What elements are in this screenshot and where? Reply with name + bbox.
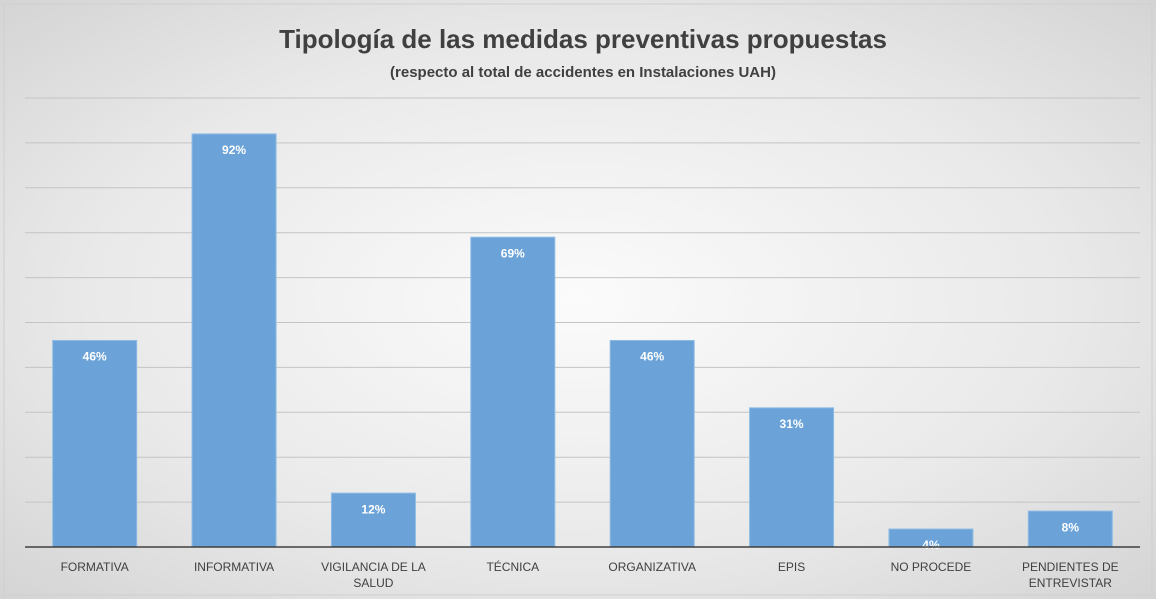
x-tick-label: VIGILANCIA DE LA SALUD xyxy=(321,560,426,590)
value-label: 46% xyxy=(640,350,664,364)
value-label: 8% xyxy=(1062,520,1080,534)
bar xyxy=(1027,510,1113,548)
value-label: 46% xyxy=(83,350,107,364)
bar xyxy=(52,339,138,548)
value-label: 92% xyxy=(222,143,246,157)
x-tick-label: NO PROCEDE xyxy=(890,560,972,574)
value-label: 4% xyxy=(922,538,940,552)
value-label: 31% xyxy=(780,417,804,431)
x-tick-label: ORGANIZATIVA xyxy=(608,560,696,574)
chart-title: Tipología de las medidas preventivas pro… xyxy=(279,24,887,54)
x-tick-label: INFORMATIVA xyxy=(193,560,275,574)
value-label: 69% xyxy=(501,246,525,260)
bar xyxy=(470,236,556,548)
bar xyxy=(330,492,416,548)
value-label: 12% xyxy=(361,502,385,516)
chart-subtitle: (respecto al total de accidentes en Inst… xyxy=(390,64,776,81)
bar xyxy=(609,339,695,548)
x-tick-label: EPIS xyxy=(777,560,806,574)
bar xyxy=(749,407,835,548)
frame-border xyxy=(3,3,1153,596)
bar xyxy=(191,133,277,548)
x-tick-label: PENDIENTES DE ENTREVISTAR xyxy=(1021,560,1119,590)
x-tick-label: FORMATIVA xyxy=(60,560,129,574)
x-tick-label: TÉCNICA xyxy=(486,560,540,574)
